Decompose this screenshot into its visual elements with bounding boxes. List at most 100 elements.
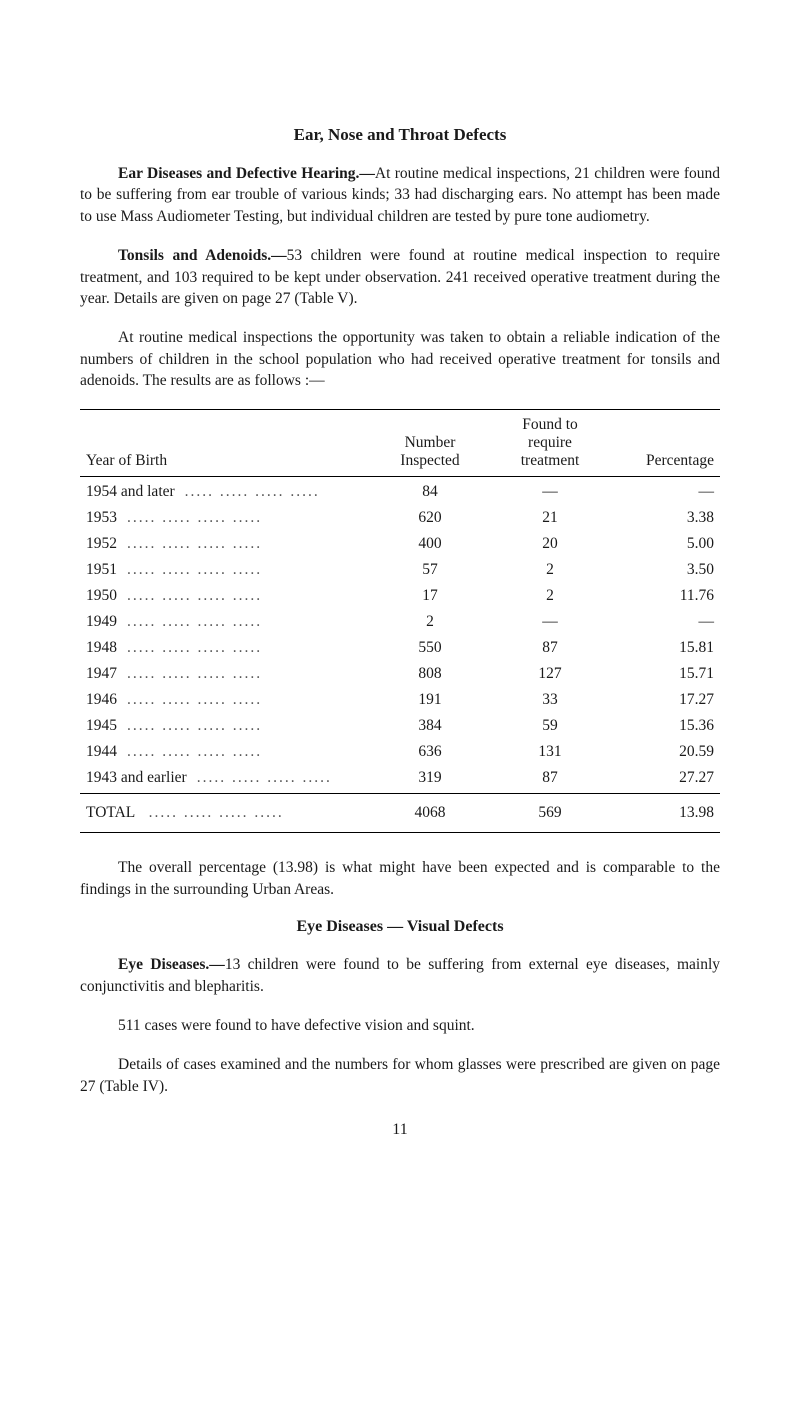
table-row: 1952..... ..... ..... .....400205.00	[80, 531, 720, 557]
cell-percentage: —	[610, 609, 720, 635]
year-text: 1951	[86, 561, 117, 578]
cell-found: —	[490, 609, 610, 635]
year-text: 1953	[86, 509, 117, 526]
lead-bold: Tonsils and Adenoids.—	[118, 247, 287, 264]
header-number-l1: Number	[405, 434, 456, 451]
year-text: 1948	[86, 639, 117, 656]
leader-dots: ..... ..... ..... .....	[127, 509, 262, 527]
data-table: Year of Birth Number Inspected Found to …	[80, 412, 720, 474]
cell-number: 550	[370, 635, 490, 661]
paragraph-eye-diseases: Eye Diseases.—13 children were found to …	[80, 954, 720, 997]
year-text: 1947	[86, 665, 117, 682]
table-header-row: Year of Birth Number Inspected Found to …	[80, 412, 720, 474]
cell-year: 1949 ..... ..... ..... .....	[80, 609, 370, 635]
year-text: 1943 and earlier	[86, 769, 187, 786]
cell-percentage: 20.59	[610, 739, 720, 765]
cell-number: 636	[370, 739, 490, 765]
cell-number: 2	[370, 609, 490, 635]
data-table-container: Year of Birth Number Inspected Found to …	[80, 409, 720, 833]
cell-found: 87	[490, 635, 610, 661]
total-pct: 13.98	[610, 796, 720, 830]
col-number-header: Number Inspected	[370, 412, 490, 474]
rule-top	[80, 409, 720, 410]
header-number-l2: Inspected	[400, 452, 459, 469]
total-found: 569	[490, 796, 610, 830]
cell-found: —	[490, 479, 610, 505]
cell-percentage: 11.76	[610, 583, 720, 609]
paragraph-intro-table: At routine medical inspections the oppor…	[80, 327, 720, 391]
col-found-header: Found to require treatment	[490, 412, 610, 474]
cell-number: 384	[370, 713, 490, 739]
cell-percentage: 17.27	[610, 687, 720, 713]
rule-after-header	[80, 476, 720, 477]
table-row: 1954 and later..... ..... ..... .....84—…	[80, 479, 720, 505]
paragraph-details: Details of cases examined and the number…	[80, 1054, 720, 1097]
cell-percentage: 3.50	[610, 557, 720, 583]
subheading-eye: Eye Diseases — Visual Defects	[80, 918, 720, 936]
rule-bottom	[80, 832, 720, 833]
table-head: Year of Birth Number Inspected Found to …	[80, 412, 720, 474]
cell-found: 33	[490, 687, 610, 713]
cell-number: 57	[370, 557, 490, 583]
lead-bold: Eye Diseases.—	[118, 956, 225, 973]
year-text: 1954 and later	[86, 483, 175, 500]
table-row: 1953 ..... ..... ..... ..... 620213.38	[80, 505, 720, 531]
cell-year: 1952 ..... ..... ..... .....	[80, 531, 370, 557]
leader-dots: ..... ..... ..... .....	[127, 535, 262, 553]
cell-number: 808	[370, 661, 490, 687]
paragraph-ear-diseases: Ear Diseases and Defective Hearing.—At r…	[80, 163, 720, 227]
leader-dots: ..... ..... ..... .....	[127, 561, 262, 579]
table-body-rows: 1954 and later..... ..... ..... .....84—…	[80, 479, 720, 791]
cell-percentage: 15.71	[610, 661, 720, 687]
cell-year: 1951 ..... ..... ..... .....	[80, 557, 370, 583]
cell-found: 59	[490, 713, 610, 739]
year-text: 1952	[86, 535, 117, 552]
data-table-body: 1954 and later..... ..... ..... .....84—…	[80, 479, 720, 791]
rule-before-total	[80, 793, 720, 794]
paragraph-overall: The overall percentage (13.98) is what m…	[80, 857, 720, 900]
year-text: 1949	[86, 613, 117, 630]
table-row: 1944..... ..... ..... .....63613120.59	[80, 739, 720, 765]
cell-number: 319	[370, 765, 490, 791]
cell-found: 2	[490, 557, 610, 583]
cell-found: 21	[490, 505, 610, 531]
total-number: 4068	[370, 796, 490, 830]
table-row: 1943 and earlier..... ..... ..... .....3…	[80, 765, 720, 791]
cell-number: 620	[370, 505, 490, 531]
col-percentage-header: Percentage	[610, 412, 720, 474]
year-text: 1946	[86, 691, 117, 708]
total-label: TOTAL ..... ..... ..... .....	[80, 796, 370, 830]
year-text: 1944	[86, 743, 117, 760]
cell-percentage: 3.38	[610, 505, 720, 531]
leader-dots: ..... ..... ..... .....	[127, 691, 262, 709]
cell-percentage: 27.27	[610, 765, 720, 791]
cell-found: 131	[490, 739, 610, 765]
cell-percentage: 5.00	[610, 531, 720, 557]
cell-percentage: 15.36	[610, 713, 720, 739]
table-row: 1947..... ..... ..... .....80812715.71	[80, 661, 720, 687]
table-row: 1950..... ..... ..... .....17211.76	[80, 583, 720, 609]
table-row: 1951 ..... ..... ..... ..... 5723.50	[80, 557, 720, 583]
cell-percentage: 15.81	[610, 635, 720, 661]
cell-year: 1946 ..... ..... ..... .....	[80, 687, 370, 713]
cell-year: 1943 and earlier..... ..... ..... .....	[80, 765, 370, 791]
leader-dots: ..... ..... ..... .....	[185, 483, 320, 501]
header-found-l2: require	[528, 434, 572, 451]
header-found-l3: treatment	[521, 452, 580, 469]
cell-year: 1948 ..... ..... ..... .....	[80, 635, 370, 661]
cell-number: 400	[370, 531, 490, 557]
table-row: 1945..... ..... ..... .....3845915.36	[80, 713, 720, 739]
leader-dots: ..... ..... ..... .....	[127, 639, 262, 657]
leader-dots: ..... ..... ..... .....	[149, 804, 284, 822]
total-row: TOTAL ..... ..... ..... ..... 4068 569 1…	[80, 796, 720, 830]
cell-year: 1953 ..... ..... ..... .....	[80, 505, 370, 531]
leader-dots: ..... ..... ..... .....	[127, 613, 262, 631]
cell-year: 1947..... ..... ..... .....	[80, 661, 370, 687]
header-found-l1: Found to	[522, 416, 578, 433]
table-row: 1949..... ..... ..... .....2——	[80, 609, 720, 635]
cell-found: 87	[490, 765, 610, 791]
paragraph-511: 511 cases were found to have defective v…	[80, 1015, 720, 1036]
cell-year: 1944..... ..... ..... .....	[80, 739, 370, 765]
col-year-header: Year of Birth	[80, 412, 370, 474]
year-text: 1945	[86, 717, 117, 734]
